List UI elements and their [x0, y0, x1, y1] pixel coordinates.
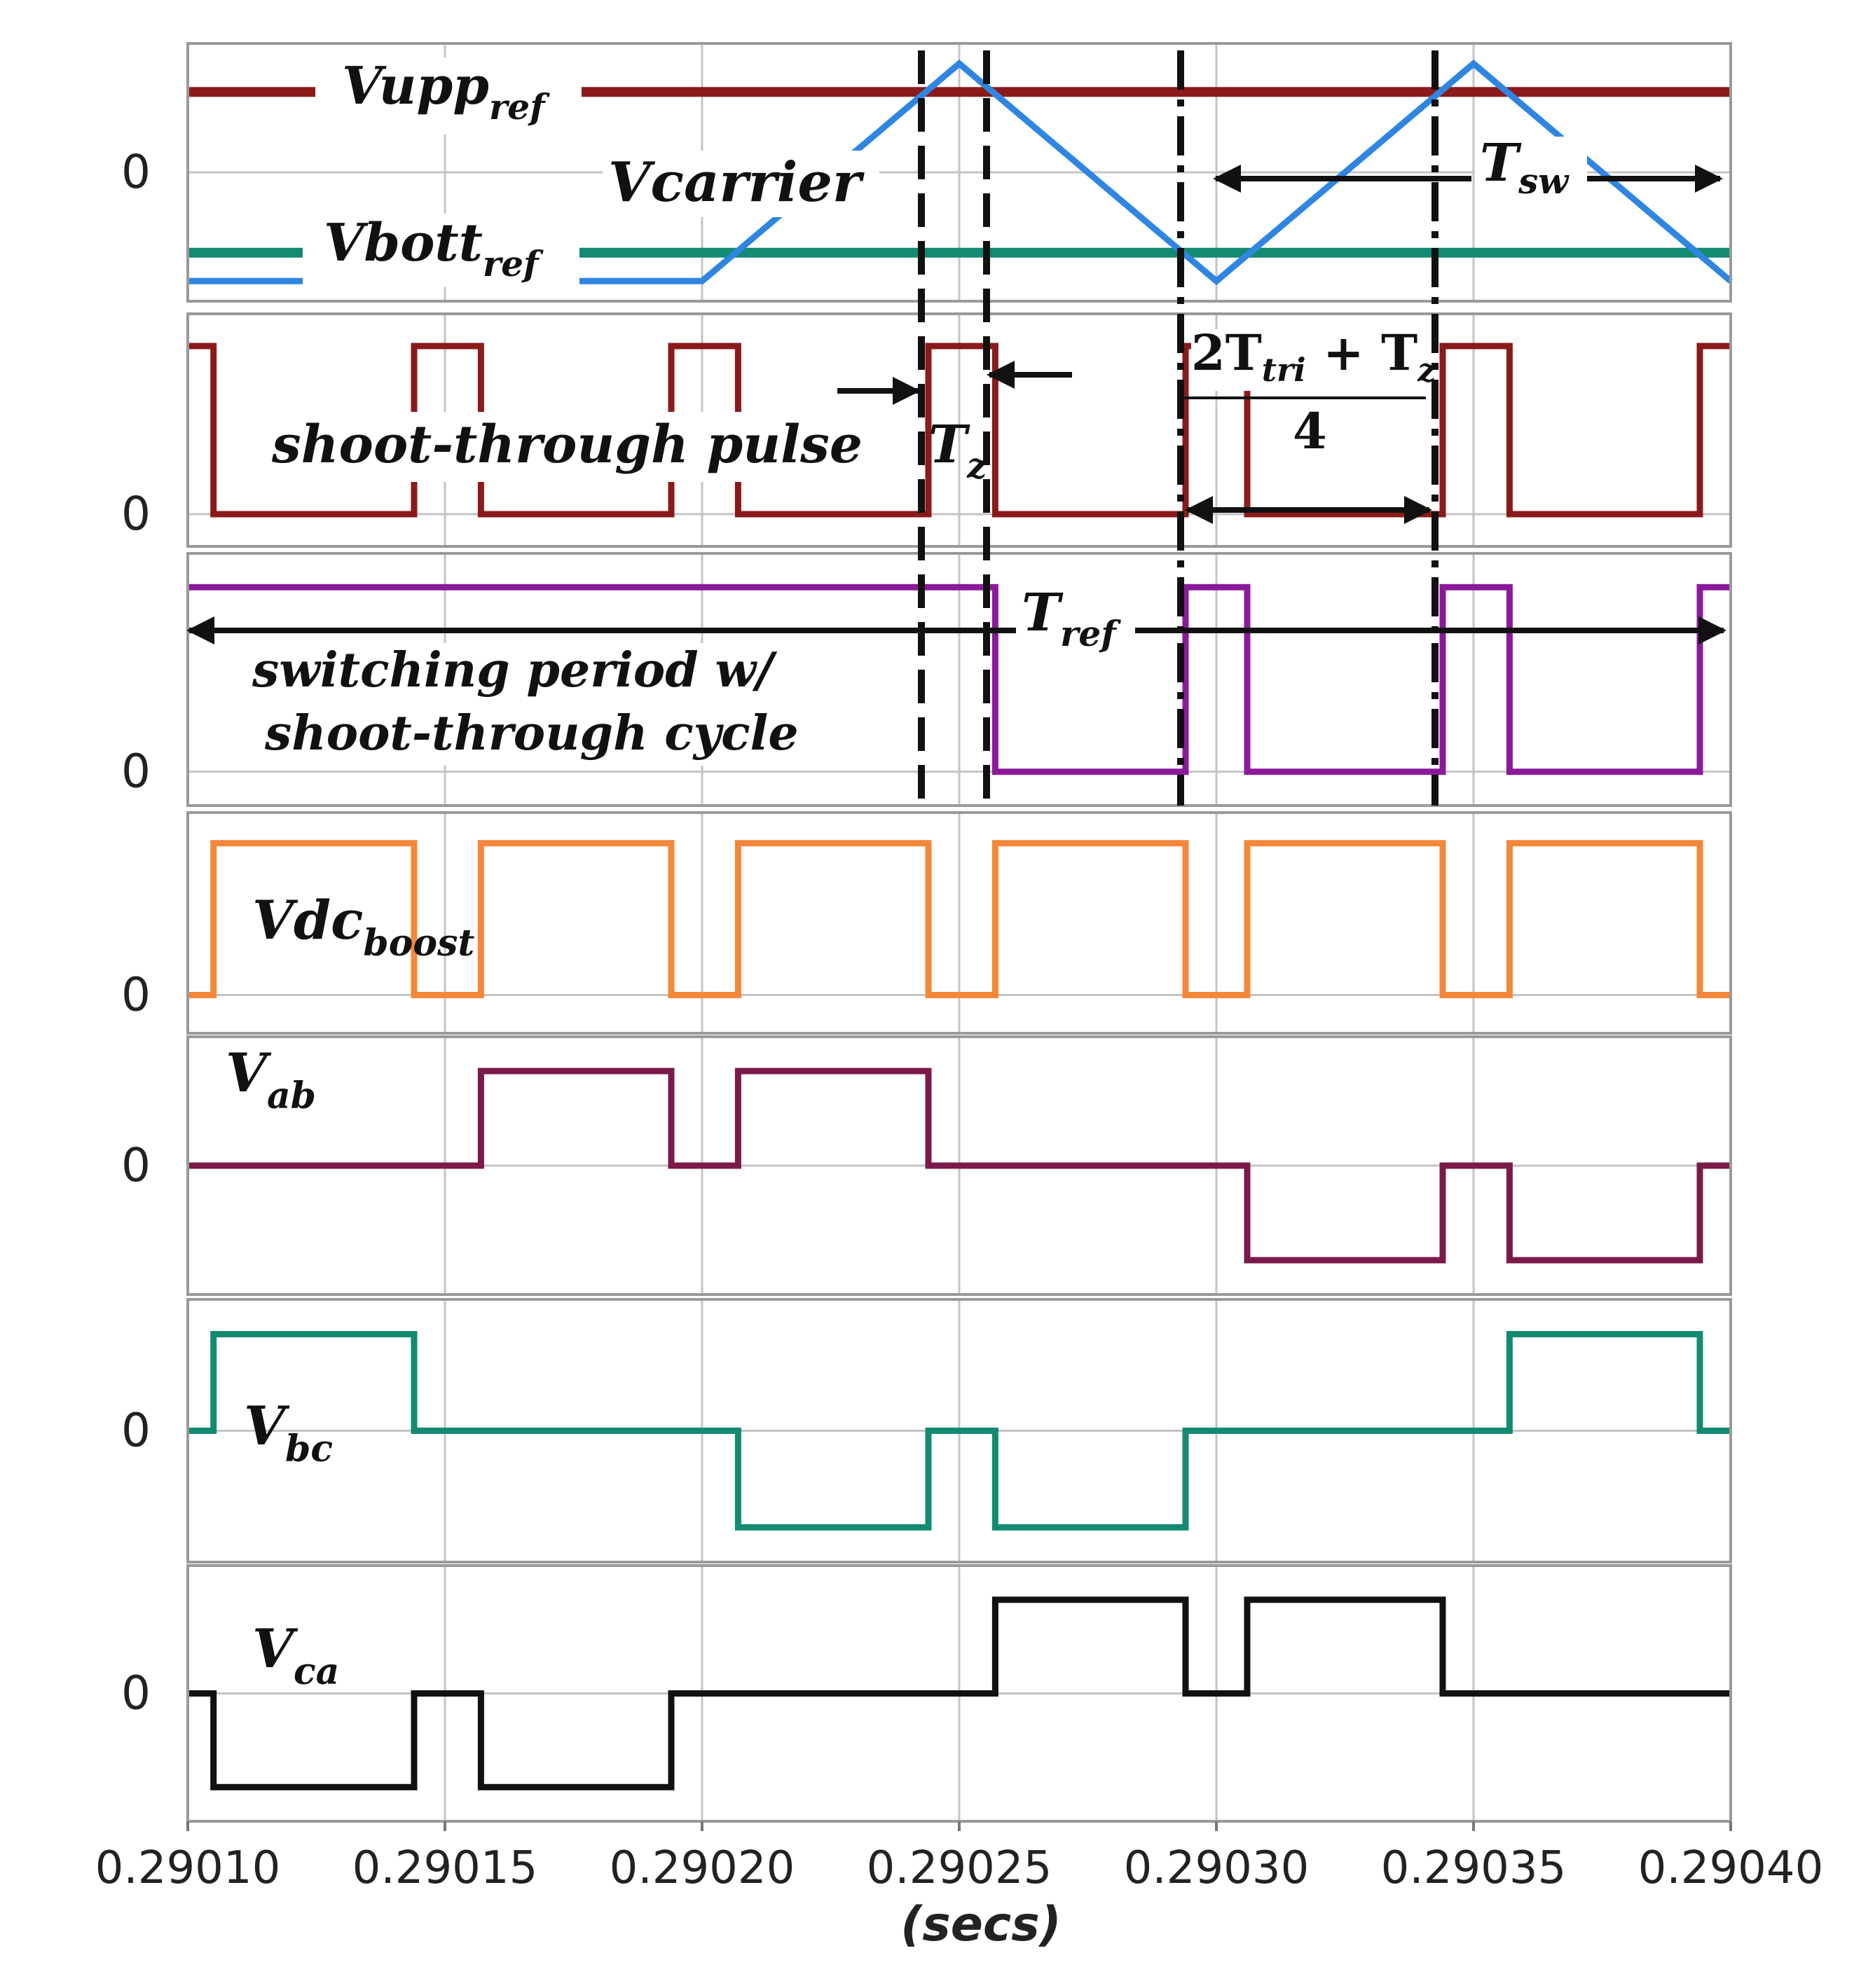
series-shoot-through-pulse-0: [188, 343, 1731, 518]
shoot-through-pulse-label: shoot-through pulse: [271, 415, 863, 475]
vab-label: Vab: [226, 1042, 316, 1117]
tz-sub: z: [966, 445, 988, 486]
vab-base: V: [226, 1042, 272, 1104]
frac-b: + T: [1306, 324, 1417, 382]
tsw-base: T: [1480, 133, 1522, 193]
x-tick-label-1: 0.29015: [352, 1842, 538, 1894]
tsw-label: Tsw: [1480, 133, 1570, 202]
panel-frame-v-ab: [186, 1035, 1732, 1296]
zero-label-v-bc: 0: [121, 1404, 151, 1458]
guide-lines: [918, 50, 1438, 806]
frac-a: 2T: [1191, 324, 1262, 382]
series-vdc-boost-0: [188, 840, 1731, 998]
x-tick-label-4: 0.29030: [1124, 1842, 1310, 1894]
frac-denominator: 4: [1293, 402, 1327, 460]
frac-b-sub: z: [1417, 351, 1436, 389]
x-axis-label: (secs): [900, 1897, 1062, 1952]
x-tick-label-2: 0.29020: [610, 1842, 795, 1894]
frac-numerator: 2Ttri + Tz: [1191, 324, 1436, 389]
vab-sub: ab: [267, 1075, 316, 1117]
vbott-sub: ref: [483, 243, 544, 284]
series-v-ca-0: [188, 1596, 1731, 1790]
tref-base: T: [1022, 583, 1064, 643]
zero-label-v-ab: 0: [121, 1138, 151, 1192]
x-tick-label-6: 0.29040: [1638, 1842, 1824, 1894]
switching-period-line1: switching period w/: [252, 642, 778, 698]
vbc-sub: bc: [285, 1428, 333, 1470]
vbc-base: V: [244, 1395, 290, 1457]
vupp-sub: ref: [489, 86, 550, 127]
vupp-ref-label: Vuppref: [342, 56, 550, 127]
vca-sub: ca: [294, 1650, 339, 1693]
tz-base: T: [928, 415, 970, 475]
tref-sub: ref: [1060, 613, 1121, 654]
zero-label-vdc-boost: 0: [121, 967, 151, 1021]
vbott-base: Vbott: [324, 213, 483, 273]
panel-frame-shoot-through-pulse: [186, 312, 1732, 548]
annotation-labels: Vuppref Vcarrier Vbottref Tsw shoot-thro…: [226, 56, 1587, 1693]
axes-layer: 0 0 0 0 0 0 0 0.29010 0.29015 0.29020 0.29025 0.290…: [95, 42, 1824, 1894]
zero-label-switching-period: 0: [121, 745, 151, 799]
x-tick-label-3: 0.29025: [867, 1842, 1052, 1894]
zero-label-shoot-through-pulse: 0: [121, 487, 151, 541]
switching-period-line2: shoot-through cycle: [264, 705, 799, 761]
tz-label: Tz: [928, 415, 988, 486]
panel-frame-carrier-references: [186, 42, 1732, 303]
vupp-base: Vupp: [342, 56, 489, 116]
zero-label-v-ca: 0: [121, 1666, 151, 1720]
vcarrier-label: Vcarrier: [608, 151, 865, 214]
panel-frame-switching-period: [186, 552, 1732, 807]
vca-base: V: [252, 1617, 298, 1680]
tsw-sub: sw: [1518, 160, 1570, 202]
series-v-bc-0: [188, 1331, 1731, 1531]
x-tick-label-0: 0.29010: [95, 1842, 281, 1894]
tref-label: Tref: [1022, 583, 1121, 654]
annotation-arrows: [186, 165, 1726, 644]
series-switching-period-0: [188, 584, 1731, 775]
frac-a-sub: tri: [1262, 351, 1306, 389]
series-v-ab-0: [188, 1068, 1731, 1264]
vdc-sub: boost: [363, 922, 474, 965]
series-carrier-references-2: [188, 59, 1733, 286]
panel-frame-vdc-boost: [186, 811, 1732, 1035]
x-tick-label-5: 0.29035: [1381, 1842, 1567, 1894]
vca-label: Vca: [252, 1617, 339, 1693]
vdc-base: Vdc: [252, 889, 363, 951]
vbc-label: Vbc: [244, 1395, 333, 1470]
vdc-boost-label: Vdcboost: [252, 889, 474, 965]
zero-label-carrier-references: 0: [121, 145, 151, 199]
vbott-ref-label: Vbottref: [324, 213, 544, 284]
panel-frame-v-bc: [186, 1298, 1732, 1564]
